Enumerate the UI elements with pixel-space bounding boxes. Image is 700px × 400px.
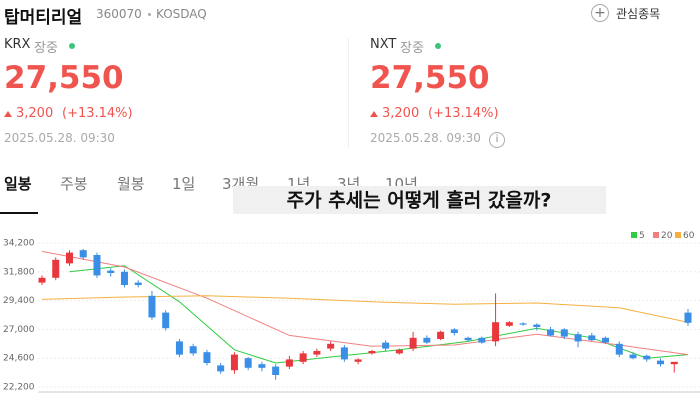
tab-underline — [0, 212, 38, 214]
candle-body — [464, 337, 472, 341]
venue: NXT — [370, 37, 397, 52]
legend-swatch — [675, 232, 681, 238]
candle-body — [629, 354, 637, 359]
candle-body — [162, 312, 170, 329]
candle-body — [38, 277, 46, 283]
y-tick-label: 31,800 — [3, 267, 35, 277]
y-tick-label: 22,200 — [3, 383, 35, 393]
candle-body — [409, 337, 417, 349]
status: 장중 — [400, 41, 424, 56]
candle-body — [93, 255, 101, 276]
tab[interactable]: 1일 — [172, 175, 196, 193]
candle-body — [230, 354, 238, 371]
legend-label: 20 — [661, 231, 673, 241]
candle-body — [437, 331, 445, 339]
candle-body — [615, 343, 623, 355]
status: 장중 — [34, 41, 58, 56]
legend-swatch — [653, 232, 659, 238]
info-icon[interactable]: i — [489, 132, 505, 148]
change: 3,200 — [382, 106, 420, 121]
candle-body — [560, 329, 568, 337]
up-arrow — [370, 111, 378, 117]
candle-body — [313, 351, 321, 355]
legend-label: 60 — [683, 231, 695, 241]
candle-body — [368, 351, 376, 354]
candle-body — [533, 324, 541, 327]
y-tick-label: 24,600 — [3, 354, 35, 364]
candle-body — [134, 282, 142, 285]
candle-body — [395, 349, 403, 354]
time: 2025.05.28. 09:30 — [370, 131, 481, 145]
candle-body — [65, 252, 73, 264]
candle-body — [52, 259, 60, 278]
candle-body — [327, 343, 335, 349]
divider — [348, 38, 349, 148]
overlay-box — [233, 186, 606, 214]
change: 3,200 — [16, 106, 54, 121]
candle-body — [107, 270, 115, 273]
price: 27,550 — [4, 60, 124, 96]
candle-body — [505, 322, 513, 326]
candle-body — [519, 323, 527, 325]
candle-body — [588, 335, 596, 341]
candle-body — [602, 337, 610, 343]
overlay-text: 주가 추세는 어떻게 흘러 갔을까? — [287, 189, 552, 212]
candle-body — [285, 359, 293, 367]
y-tick-label: 27,000 — [3, 325, 35, 335]
stock-code: 360070 — [96, 7, 142, 21]
candle-body — [657, 360, 665, 365]
change-pct: (+13.14%) — [428, 106, 499, 121]
candle-body — [148, 295, 156, 318]
candle-body — [492, 322, 500, 342]
candle-body — [258, 364, 266, 368]
candle-body — [382, 342, 390, 349]
stock-name: 탑머티리얼 — [4, 8, 83, 28]
separator — [148, 13, 151, 16]
candle-body — [189, 346, 197, 354]
candle-body — [175, 341, 183, 355]
legend-label: 5 — [639, 231, 645, 241]
ma-line — [69, 265, 689, 364]
status-dot — [69, 43, 75, 49]
legend-swatch — [631, 232, 637, 238]
change-pct: (+13.14%) — [62, 106, 133, 121]
venue: KRX — [4, 37, 31, 52]
time: 2025.05.28. 09:30 — [4, 131, 115, 145]
watch-button[interactable]: 관심종목 — [616, 7, 661, 21]
candle-body — [450, 329, 458, 333]
candle-body — [354, 359, 362, 362]
candle-body — [217, 365, 225, 372]
candle-body — [79, 250, 87, 258]
candle-body — [272, 366, 280, 375]
candle-body — [244, 358, 252, 368]
ma-line — [41, 295, 689, 323]
candle-body — [670, 361, 678, 365]
candle-body — [299, 353, 307, 362]
candle-body — [203, 352, 211, 363]
price: 27,550 — [370, 60, 490, 96]
market: KOSDAQ — [156, 7, 207, 21]
candle-body — [340, 347, 348, 360]
candle-body — [478, 337, 486, 343]
candle-body — [120, 271, 128, 285]
tab[interactable]: 주봉 — [60, 175, 88, 193]
candle-body — [574, 334, 582, 342]
y-tick-label: 34,200 — [3, 239, 35, 249]
status-dot — [435, 43, 441, 49]
candle-body — [547, 329, 555, 336]
candle-body — [643, 355, 651, 360]
candle-body — [684, 312, 692, 323]
watch-icon[interactable]: + — [591, 4, 609, 22]
up-arrow — [4, 111, 12, 117]
candle-body — [423, 337, 431, 343]
y-tick-label: 29,400 — [3, 296, 35, 306]
tab[interactable]: 일봉 — [4, 175, 32, 193]
tab[interactable]: 월봉 — [117, 175, 145, 193]
